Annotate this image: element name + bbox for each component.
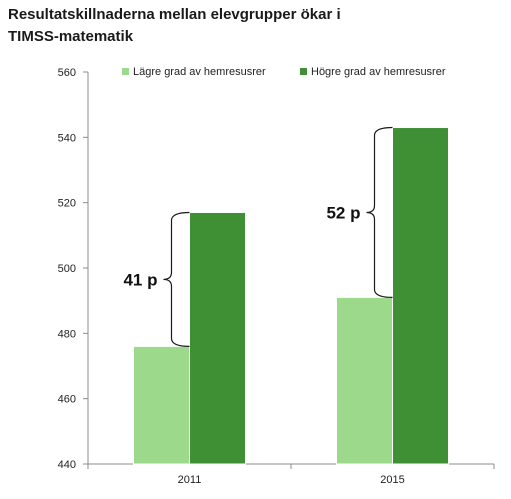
legend-swatch <box>300 68 307 75</box>
legend-label: Lägre grad av hemresusrer <box>133 66 266 78</box>
legend-swatch <box>122 68 129 75</box>
bar-lower-2015 <box>336 296 393 465</box>
chart-title-line-2: TIMSS-matematik <box>8 28 134 45</box>
y-tick-label: 500 <box>58 263 76 275</box>
y-tick-label: 460 <box>58 394 76 406</box>
chart-title-line-1: Resultatskillnaderna mellan elevgrupper … <box>8 6 341 23</box>
difference-brace <box>366 126 393 298</box>
difference-label: 41 p <box>123 270 157 289</box>
y-tick-label: 540 <box>58 132 76 144</box>
difference-label: 52 p <box>326 203 360 222</box>
y-tick-label: 440 <box>58 459 76 471</box>
difference-brace <box>163 211 190 347</box>
bar-higher-2011 <box>189 211 246 465</box>
y-tick-label: 560 <box>58 67 76 79</box>
bar-higher-2015 <box>392 127 449 465</box>
chart-title: Resultatskillnaderna mellan elevgrupper … <box>8 4 478 48</box>
x-tick-label: 2011 <box>178 474 202 486</box>
legend-label: Högre grad av hemresusrer <box>311 66 446 78</box>
bar-lower-2011 <box>133 345 190 465</box>
y-tick-label: 480 <box>58 328 76 340</box>
y-tick-label: 520 <box>58 198 76 210</box>
x-tick-label: 2015 <box>380 474 404 486</box>
